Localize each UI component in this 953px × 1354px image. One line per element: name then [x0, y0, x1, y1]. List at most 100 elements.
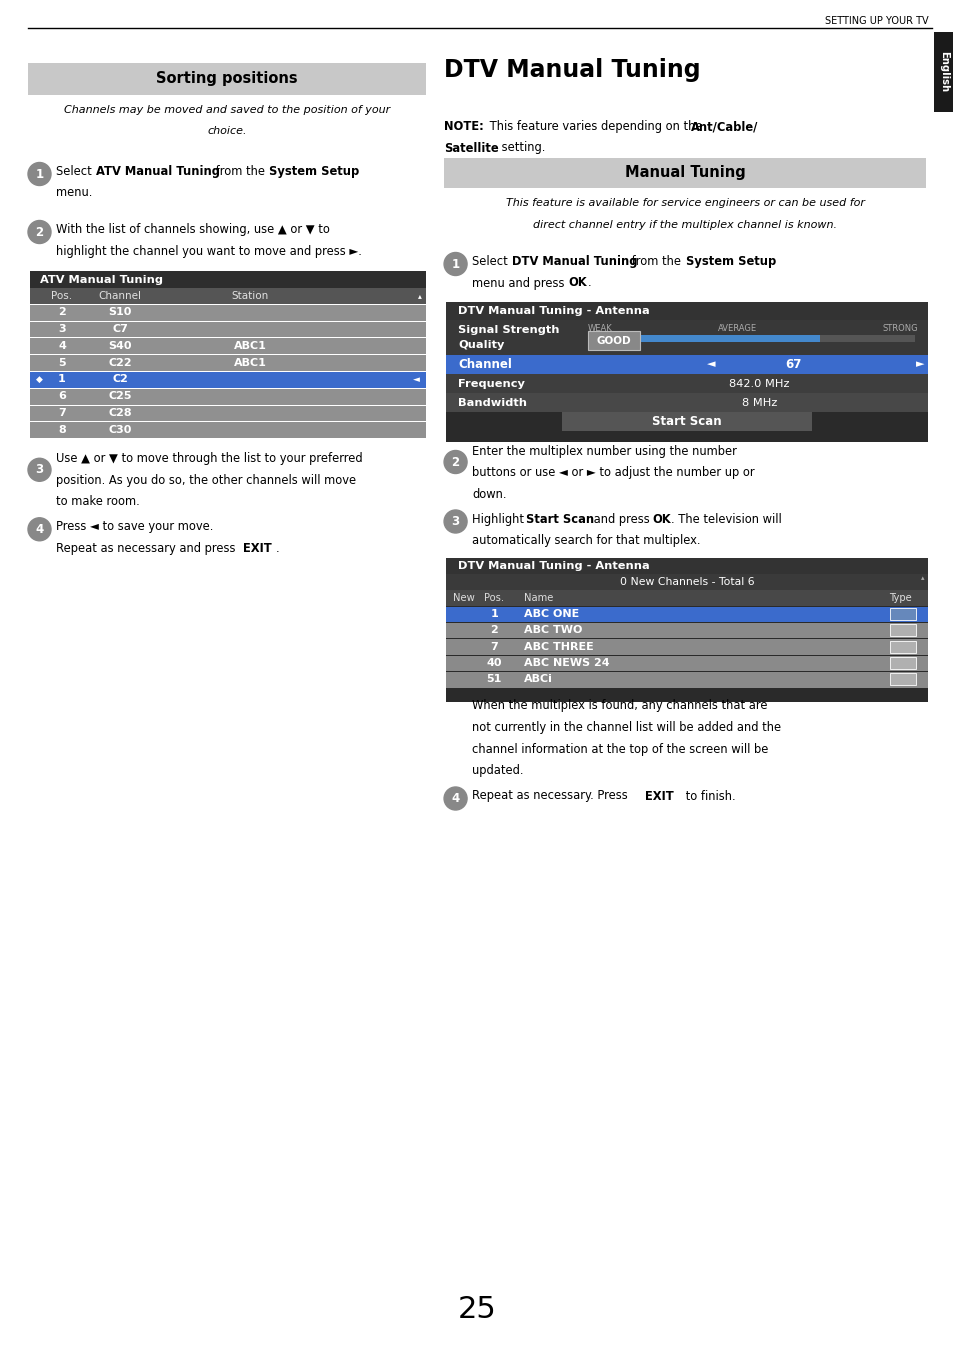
Circle shape	[443, 510, 467, 533]
Text: automatically search for that multiplex.: automatically search for that multiplex.	[472, 533, 700, 547]
Text: 1: 1	[58, 375, 66, 385]
FancyBboxPatch shape	[30, 372, 426, 387]
Text: Sorting positions: Sorting positions	[156, 72, 297, 87]
Text: 5: 5	[58, 357, 66, 368]
FancyBboxPatch shape	[446, 320, 927, 355]
Text: Select: Select	[56, 165, 95, 177]
Text: STRONG: STRONG	[882, 324, 917, 333]
Text: Press ◄ to save your move.: Press ◄ to save your move.	[56, 520, 213, 533]
Text: not currently in the channel list will be added and the: not currently in the channel list will b…	[472, 720, 781, 734]
Text: EXIT: EXIT	[644, 789, 673, 803]
Text: Satellite: Satellite	[443, 142, 498, 154]
Text: Start Scan: Start Scan	[525, 513, 594, 525]
Text: Repeat as necessary. Press: Repeat as necessary. Press	[472, 789, 631, 803]
Circle shape	[28, 458, 51, 481]
Text: position. As you do so, the other channels will move: position. As you do so, the other channe…	[56, 474, 355, 487]
Text: C30: C30	[109, 425, 132, 435]
Text: menu.: menu.	[56, 187, 92, 199]
Text: DTV Manual Tuning: DTV Manual Tuning	[512, 255, 637, 268]
FancyBboxPatch shape	[30, 305, 426, 321]
FancyBboxPatch shape	[446, 574, 927, 589]
Text: ABC ONE: ABC ONE	[523, 609, 578, 619]
Text: 4: 4	[35, 523, 44, 536]
FancyBboxPatch shape	[30, 406, 426, 421]
Text: SETTING UP YOUR TV: SETTING UP YOUR TV	[824, 16, 928, 26]
Text: 2: 2	[490, 626, 497, 635]
Text: English: English	[938, 51, 948, 92]
Text: With the list of channels showing, use ▲ or ▼ to: With the list of channels showing, use ▲…	[56, 223, 330, 236]
Text: 2: 2	[35, 226, 44, 238]
Text: .: .	[587, 276, 591, 290]
Text: channel information at the top of the screen will be: channel information at the top of the sc…	[472, 742, 767, 756]
Text: buttons or use ◄ or ► to adjust the number up or: buttons or use ◄ or ► to adjust the numb…	[472, 466, 754, 479]
FancyBboxPatch shape	[889, 608, 915, 620]
Text: 1: 1	[451, 257, 459, 271]
Text: 4: 4	[451, 792, 459, 806]
FancyBboxPatch shape	[446, 302, 927, 320]
FancyBboxPatch shape	[587, 334, 820, 343]
FancyBboxPatch shape	[889, 624, 915, 636]
Text: down.: down.	[472, 487, 506, 501]
Circle shape	[28, 162, 51, 185]
Text: New: New	[453, 593, 475, 603]
Text: DTV Manual Tuning - Antenna: DTV Manual Tuning - Antenna	[457, 306, 649, 315]
FancyBboxPatch shape	[933, 32, 953, 112]
Text: C28: C28	[108, 408, 132, 418]
Text: S40: S40	[108, 341, 132, 351]
Text: Signal Strength: Signal Strength	[457, 325, 559, 336]
Text: 1: 1	[35, 168, 44, 180]
Text: ATV Manual Tuning: ATV Manual Tuning	[40, 275, 163, 284]
FancyBboxPatch shape	[446, 607, 927, 621]
Circle shape	[443, 451, 467, 474]
Circle shape	[28, 221, 51, 244]
Text: setting.: setting.	[497, 142, 545, 154]
FancyBboxPatch shape	[443, 158, 925, 188]
FancyBboxPatch shape	[820, 334, 914, 343]
FancyBboxPatch shape	[889, 640, 915, 653]
Text: 0 New Channels - Total 6: 0 New Channels - Total 6	[619, 577, 754, 586]
Text: ►: ►	[915, 359, 923, 370]
Text: ATV Manual Tuning: ATV Manual Tuning	[96, 165, 220, 177]
Text: S10: S10	[109, 307, 132, 317]
Text: System Setup: System Setup	[269, 165, 359, 177]
Text: highlight the channel you want to move and press ►.: highlight the channel you want to move a…	[56, 245, 361, 257]
Text: Type: Type	[887, 593, 910, 603]
FancyBboxPatch shape	[446, 672, 927, 688]
Text: 2: 2	[451, 455, 459, 468]
Text: Highlight: Highlight	[472, 513, 527, 525]
Text: GOOD: GOOD	[597, 336, 631, 345]
Text: to finish.: to finish.	[681, 789, 735, 803]
Text: DTV Manual Tuning - Antenna: DTV Manual Tuning - Antenna	[457, 561, 649, 570]
FancyBboxPatch shape	[446, 558, 927, 701]
Text: direct channel entry if the multiplex channel is known.: direct channel entry if the multiplex ch…	[533, 219, 836, 229]
Text: ◄: ◄	[706, 359, 715, 370]
Text: Ant/Cable/: Ant/Cable/	[690, 121, 758, 133]
Text: This feature varies depending on the: This feature varies depending on the	[486, 121, 705, 133]
Text: DTV Manual Tuning: DTV Manual Tuning	[443, 58, 700, 83]
Text: ◆: ◆	[36, 375, 43, 385]
Text: choice.: choice.	[207, 126, 247, 137]
Text: 8 MHz: 8 MHz	[740, 398, 776, 408]
Text: AVERAGE: AVERAGE	[717, 324, 757, 333]
Text: Pos.: Pos.	[483, 593, 503, 603]
Text: 4: 4	[58, 341, 66, 351]
FancyBboxPatch shape	[446, 639, 927, 655]
Text: ▴: ▴	[920, 575, 923, 581]
FancyBboxPatch shape	[446, 623, 927, 638]
Text: Use ▲ or ▼ to move through the list to your preferred: Use ▲ or ▼ to move through the list to y…	[56, 452, 362, 466]
Text: C25: C25	[108, 391, 132, 401]
Text: Name: Name	[523, 593, 553, 603]
Circle shape	[443, 787, 467, 810]
Text: ABC THREE: ABC THREE	[523, 642, 593, 651]
Text: 3: 3	[451, 515, 459, 528]
Text: OK: OK	[567, 276, 586, 290]
Text: ABCi: ABCi	[523, 674, 553, 684]
Text: Station: Station	[232, 291, 269, 301]
Text: 3: 3	[58, 324, 66, 334]
FancyBboxPatch shape	[30, 355, 426, 371]
FancyBboxPatch shape	[561, 412, 812, 432]
Text: This feature is available for service engineers or can be used for: This feature is available for service en…	[505, 198, 863, 209]
Text: ABC NEWS 24: ABC NEWS 24	[523, 658, 609, 668]
Text: Enter the multiplex number using the number: Enter the multiplex number using the num…	[472, 444, 736, 458]
Text: 1: 1	[490, 609, 497, 619]
